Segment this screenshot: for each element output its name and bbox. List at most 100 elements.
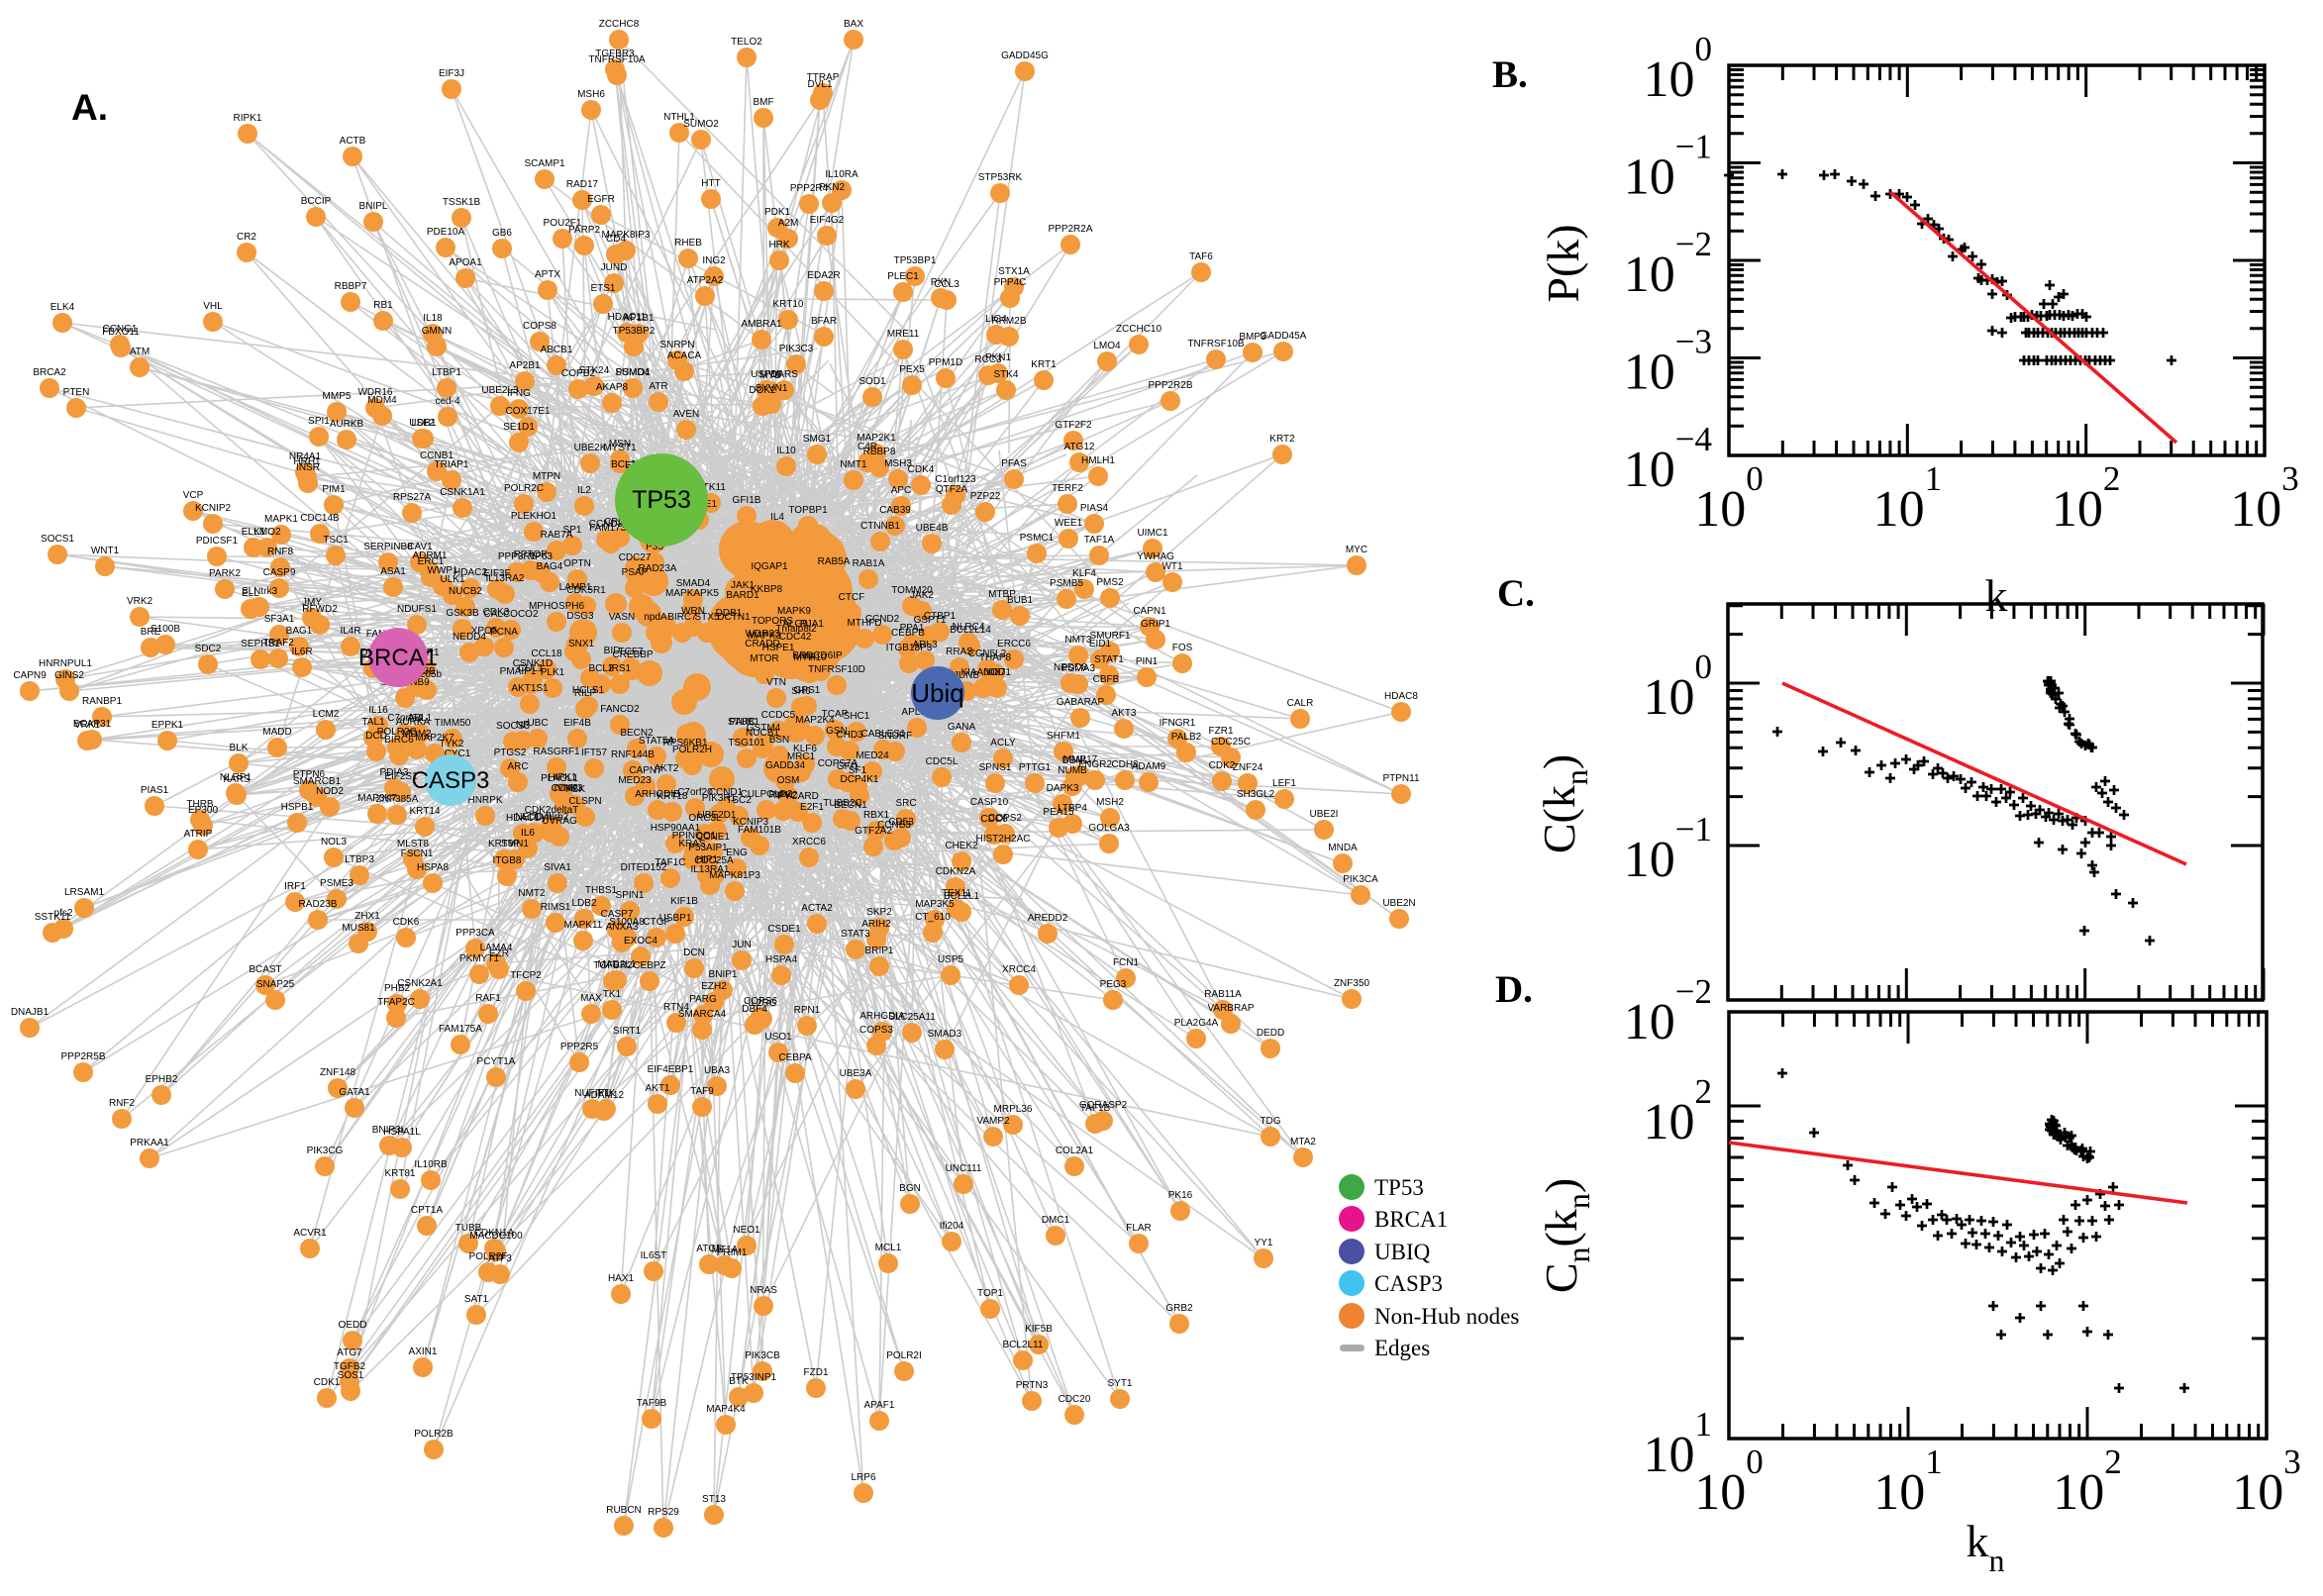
svg-text:RILP: RILP xyxy=(574,688,597,699)
svg-text:COPS2: COPS2 xyxy=(988,813,1022,824)
svg-text:CDK6: CDK6 xyxy=(393,917,420,928)
svg-text:JAK1: JAK1 xyxy=(731,580,755,591)
svg-text:MAPK11: MAPK11 xyxy=(564,920,603,931)
svg-text:HNRPK: HNRPK xyxy=(467,795,502,806)
svg-text:CASP9: CASP9 xyxy=(263,567,296,578)
svg-text:EZH2: EZH2 xyxy=(701,981,727,992)
svg-text:TAL1: TAL1 xyxy=(361,717,385,728)
svg-text:GRB2: GRB2 xyxy=(1165,1303,1193,1314)
svg-text:SOCS1: SOCS1 xyxy=(41,534,74,545)
svg-text:SUMO2: SUMO2 xyxy=(683,119,719,130)
svg-text:DCD: DCD xyxy=(365,731,387,742)
svg-text:GATA1: GATA1 xyxy=(339,1087,370,1098)
svg-text:PTPN11: PTPN11 xyxy=(1382,773,1419,784)
svg-text:PARK2: PARK2 xyxy=(209,568,241,579)
svg-text:COL2A1: COL2A1 xyxy=(1056,1146,1094,1156)
svg-text:RAD17: RAD17 xyxy=(566,179,599,190)
svg-text:UBE2D1: UBE2D1 xyxy=(698,810,737,821)
svg-text:CHEK2: CHEK2 xyxy=(945,841,978,851)
svg-text:PPP2R5B: PPP2R5B xyxy=(60,1051,105,1062)
svg-text:Ifi204: Ifi204 xyxy=(940,1221,964,1232)
svg-text:CCNB3: CCNB3 xyxy=(877,820,911,831)
svg-text:NOL3: NOL3 xyxy=(321,837,348,848)
svg-text:NMT3: NMT3 xyxy=(1064,635,1092,646)
svg-text:CASP10: CASP10 xyxy=(970,797,1009,808)
svg-text:MYB: MYB xyxy=(759,370,781,381)
svg-text:BSN: BSN xyxy=(769,735,790,746)
svg-text:TYK2: TYK2 xyxy=(439,739,463,749)
svg-text:CBFB: CBFB xyxy=(1093,674,1120,685)
svg-text:IL18: IL18 xyxy=(423,313,443,324)
svg-text:BIRC7: BIRC7 xyxy=(667,612,697,623)
svg-text:MSN: MSN xyxy=(609,439,631,449)
svg-text:KRT10: KRT10 xyxy=(773,299,804,310)
svg-text:APOA1: APOA1 xyxy=(449,257,482,268)
svg-text:RNF144B: RNF144B xyxy=(611,749,655,760)
svg-text:KRT2: KRT2 xyxy=(1269,434,1295,445)
svg-text:KLF6: KLF6 xyxy=(793,744,817,754)
svg-text:ABCB1: ABCB1 xyxy=(541,345,573,355)
svg-text:BLK: BLK xyxy=(230,743,249,753)
svg-text:AXIN1: AXIN1 xyxy=(409,1347,438,1357)
svg-text:GOLGA3: GOLGA3 xyxy=(1088,823,1130,834)
svg-text:BTK: BTK xyxy=(729,1376,749,1387)
svg-text:C7orf20: C7orf20 xyxy=(677,787,713,798)
svg-text:RPS27A: RPS27A xyxy=(393,492,432,503)
svg-text:DCTN1: DCTN1 xyxy=(717,612,751,623)
svg-text:APAF1: APAF1 xyxy=(864,1400,895,1411)
svg-text:RPN1: RPN1 xyxy=(794,1005,821,1016)
svg-text:TAF9B: TAF9B xyxy=(637,1398,667,1409)
svg-text:SAT1: SAT1 xyxy=(464,1294,489,1305)
svg-text:MTPN: MTPN xyxy=(533,471,560,482)
svg-text:BNIP3L: BNIP3L xyxy=(372,1125,407,1136)
svg-text:SRC: SRC xyxy=(895,798,916,809)
svg-text:DBF4: DBF4 xyxy=(742,1004,767,1015)
svg-text:KRT81: KRT81 xyxy=(385,1168,416,1179)
svg-text:ST13: ST13 xyxy=(702,1494,726,1505)
svg-text:FOS: FOS xyxy=(1172,643,1193,653)
svg-text:RIPK1: RIPK1 xyxy=(234,113,262,124)
svg-text:FZD1: FZD1 xyxy=(804,1367,829,1378)
svg-text:SHFM1: SHFM1 xyxy=(1047,731,1080,742)
svg-text:ACLY: ACLY xyxy=(990,738,1016,748)
svg-text:ATG7: ATG7 xyxy=(337,1347,362,1358)
svg-text:TUBB2C: TUBB2C xyxy=(823,798,861,809)
svg-text:TFAP2C: TFAP2C xyxy=(377,997,415,1008)
svg-text:DVL1: DVL1 xyxy=(807,79,832,90)
svg-text:SHC1: SHC1 xyxy=(844,711,870,722)
svg-text:USP5: USP5 xyxy=(938,954,964,965)
svg-text:TIMM50: TIMM50 xyxy=(435,718,471,729)
svg-text:VAMP2: VAMP2 xyxy=(976,1116,1010,1127)
svg-text:DMC1: DMC1 xyxy=(1042,1215,1070,1226)
svg-text:CRADD: CRADD xyxy=(745,639,780,649)
svg-text:PXN: PXN xyxy=(931,277,952,288)
svg-text:MYC: MYC xyxy=(1346,545,1367,555)
svg-text:CCNG1: CCNG1 xyxy=(102,324,137,335)
svg-text:HAX1: HAX1 xyxy=(608,1273,635,1284)
svg-text:ING2: ING2 xyxy=(702,255,726,266)
svg-text:AKT1: AKT1 xyxy=(645,1083,669,1094)
svg-text:MSH3: MSH3 xyxy=(884,458,912,469)
svg-text:UBE2L3: UBE2L3 xyxy=(481,385,519,396)
svg-text:MAPK8IP3: MAPK8IP3 xyxy=(602,230,651,241)
svg-text:SYT1: SYT1 xyxy=(1107,1378,1132,1389)
svg-text:IFT57: IFT57 xyxy=(581,748,608,758)
svg-text:ARL3: ARL3 xyxy=(912,640,937,650)
svg-text:ASA1: ASA1 xyxy=(380,566,406,577)
svg-text:MLST8: MLST8 xyxy=(397,839,430,849)
svg-text:NMT2: NMT2 xyxy=(518,888,546,899)
svg-text:FBXO11: FBXO11 xyxy=(102,327,140,338)
svg-text:PTPN6: PTPN6 xyxy=(293,769,326,780)
svg-text:IRF1: IRF1 xyxy=(284,881,306,892)
svg-text:CDK4: CDK4 xyxy=(908,464,935,475)
svg-text:Banp: Banp xyxy=(792,650,816,661)
svg-text:USF2: USF2 xyxy=(409,418,435,429)
svg-text:IL10: IL10 xyxy=(776,446,796,456)
svg-text:MDM2: MDM2 xyxy=(402,729,432,740)
svg-text:LDB2: LDB2 xyxy=(571,898,596,909)
svg-text:BGN: BGN xyxy=(899,1183,921,1194)
svg-text:AKAP8: AKAP8 xyxy=(596,382,629,393)
svg-text:PIAS1: PIAS1 xyxy=(141,785,169,796)
svg-text:SERPINB8: SERPINB8 xyxy=(363,542,413,552)
svg-text:ERCC6: ERCC6 xyxy=(997,639,1031,649)
